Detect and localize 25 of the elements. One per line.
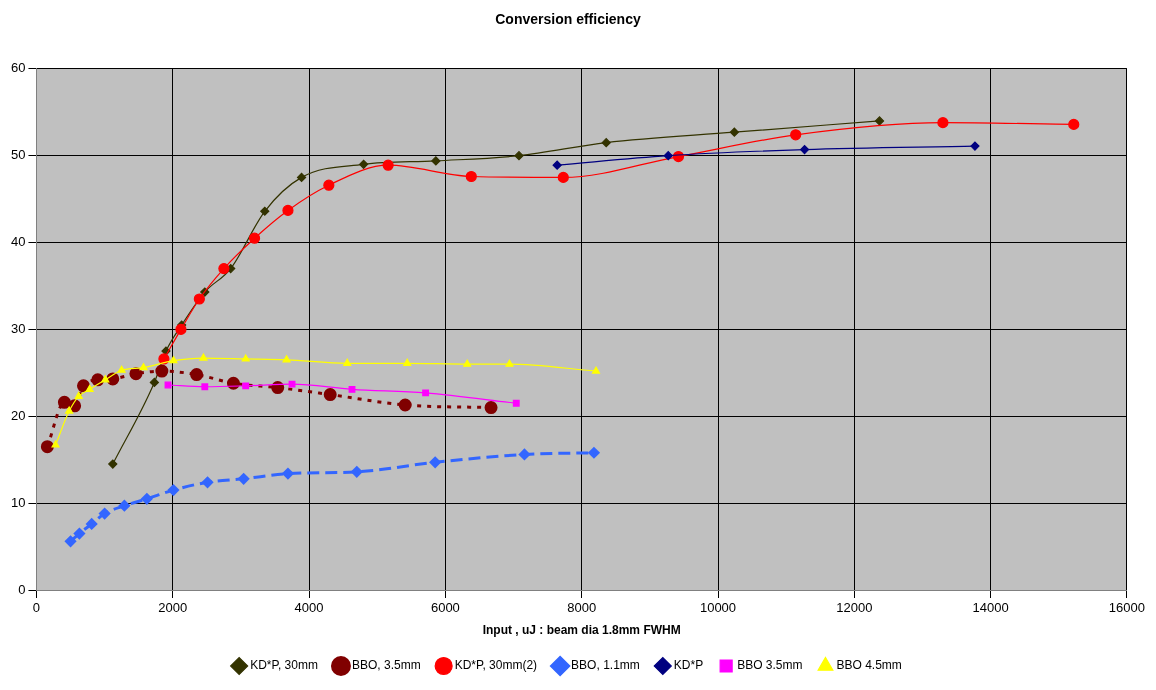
y-tick-label: 30 xyxy=(10,320,26,336)
y-tick-label: 50 xyxy=(10,147,26,163)
x-tick-label: 10000 xyxy=(699,600,737,616)
legend-label: KD*P, 30mm(2) xyxy=(454,658,538,673)
y-tick-label: 60 xyxy=(10,60,26,76)
x-tick-label: 6000 xyxy=(430,600,460,616)
x-tick-label: 0 xyxy=(32,600,41,616)
legend-label: KD*P xyxy=(673,658,704,673)
y-tick-label: 0 xyxy=(18,581,26,597)
legend-label: BBO 4.5mm xyxy=(836,658,902,673)
x-tick-label: 2000 xyxy=(158,600,188,616)
x-tick-label: 12000 xyxy=(836,600,873,616)
legend-label: KD*P, 30mm xyxy=(250,658,318,673)
y-tick-label: 10 xyxy=(10,494,26,510)
y-tick-label: 40 xyxy=(10,234,26,250)
legend-label: BBO, 1.1mm xyxy=(571,658,640,673)
x-tick-label: 4000 xyxy=(294,600,324,616)
legend-label: BBO 3.5mm xyxy=(737,658,803,673)
y-tick-label: 20 xyxy=(10,407,26,423)
x-tick-label: 16000 xyxy=(1108,600,1145,616)
x-tick-label: 8000 xyxy=(567,600,597,616)
x-axis-title: Input , uJ : beam dia 1.8mm FWHM xyxy=(482,623,681,638)
chart-title: Conversion efficiency xyxy=(495,11,641,28)
x-tick-label: 14000 xyxy=(972,600,1009,616)
legend-label: BBO, 3.5mm xyxy=(351,658,421,673)
